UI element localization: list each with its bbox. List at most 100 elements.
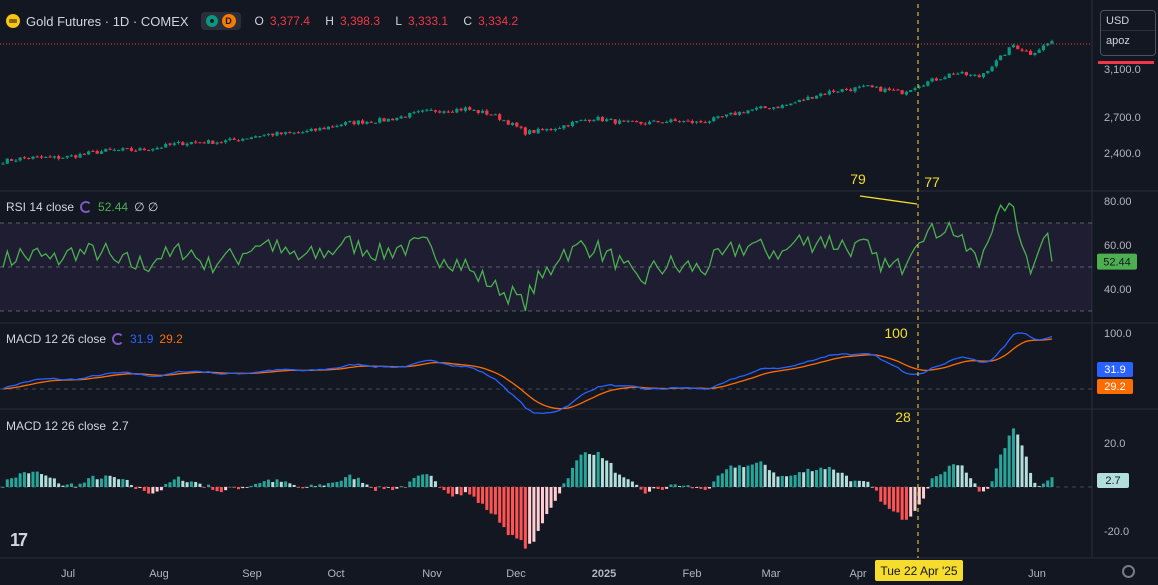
candle-body [506,120,510,125]
histogram-bar [712,481,716,487]
candle-body [844,88,849,90]
ohlc-values: O 3,377.4 H 3,398.3 L 3,333.1 C 3,334.2 [255,14,531,28]
candle-body [673,119,677,121]
status-pills[interactable]: D [200,12,241,30]
histogram-bar [245,487,249,488]
candle-body [382,118,386,122]
histogram-bar [455,487,459,495]
macd-label[interactable]: MACD 12 26 close [6,332,107,346]
candle-body [849,89,853,91]
candle-body [485,110,489,115]
histogram-bar [707,487,711,489]
candle-body [887,88,891,90]
candle-body [921,85,926,87]
currency-label[interactable]: USD [1106,15,1130,27]
histogram-bar [793,475,797,487]
settings-gear-icon[interactable] [1122,565,1135,578]
candle-body [613,119,617,124]
candle-body [742,112,746,114]
histogram-bar [643,487,647,494]
histogram-bar [301,487,305,489]
symbol-title[interactable]: Gold Futures · 1D · COMEX [26,13,189,29]
candle-body [198,142,202,144]
histogram-bar [652,487,656,489]
histogram-bar [866,481,870,487]
candle-body [754,107,759,110]
currency-menu[interactable]: USD apoz [1100,10,1156,56]
histogram-bar [737,465,741,487]
histogram-bar [138,487,142,489]
histogram-bar [211,487,215,490]
candle-body [228,138,232,141]
candle-body [236,140,241,142]
candle-body [82,153,86,155]
histogram-label[interactable]: MACD 12 26 close [6,419,107,433]
candle-body [313,128,318,131]
histogram-bar [369,487,373,488]
histogram-bar [284,481,288,487]
macd-peak-label: 100 [884,325,908,341]
hist-value-tag [1097,473,1129,488]
candle-body [65,155,69,158]
candle-body [185,143,189,146]
refresh-icon[interactable] [80,201,93,213]
rsi-label[interactable]: RSI 14 close [6,200,75,214]
candle-body [117,149,121,151]
candle-body [35,156,39,158]
histogram-bar [95,479,99,487]
ohlc-key-high: H [325,14,334,28]
candle-body [763,106,767,109]
market-status-icon [205,15,218,27]
histogram-bar [549,487,553,508]
candle-body [652,120,656,122]
histogram-bar [566,478,570,487]
candle-body [438,111,442,113]
candle-body [772,107,776,109]
candle-body [215,142,219,144]
histogram-bar [682,485,686,487]
candle-body [292,132,296,134]
candle-body [305,130,309,133]
candle-body [378,118,382,123]
candle-body [999,55,1003,61]
candle-body [254,136,258,138]
candle-body [737,111,742,115]
tradingview-logo-icon[interactable]: 17 [10,530,28,550]
candle-body [930,78,934,82]
histogram-bar [588,454,592,487]
candle-body [913,88,917,90]
histogram-bar [344,477,348,487]
histogram-bar [742,467,746,487]
histogram-bar [511,487,515,536]
candle-body [1003,54,1007,56]
histogram-bar [900,487,904,520]
histogram-bar [485,487,489,510]
histogram-bar [374,487,378,491]
candle-body [1007,47,1011,55]
candle-body [181,142,185,146]
candle-body [31,156,35,159]
candle-body [665,121,669,123]
histogram-bar [194,481,198,487]
histogram-bar [943,471,947,487]
histogram-bar [506,487,510,536]
histogram-bar [82,482,86,487]
candle-body [977,75,981,78]
candle-body [421,110,425,112]
histogram-bar [703,487,707,490]
candle-body [677,121,682,123]
histogram-bar [917,487,921,505]
candle-body [806,96,810,101]
histogram-bar [605,460,609,487]
candle-body [926,81,930,86]
candle-body [536,128,540,134]
scale-mode-label[interactable]: apoz [1106,35,1130,47]
candle-body [48,156,52,158]
refresh-icon[interactable] [112,333,125,345]
candle-body [146,150,151,152]
histogram-bar [840,472,844,487]
candle-body [498,114,502,120]
histogram-bar [626,479,630,487]
histogram-bar [438,487,442,488]
